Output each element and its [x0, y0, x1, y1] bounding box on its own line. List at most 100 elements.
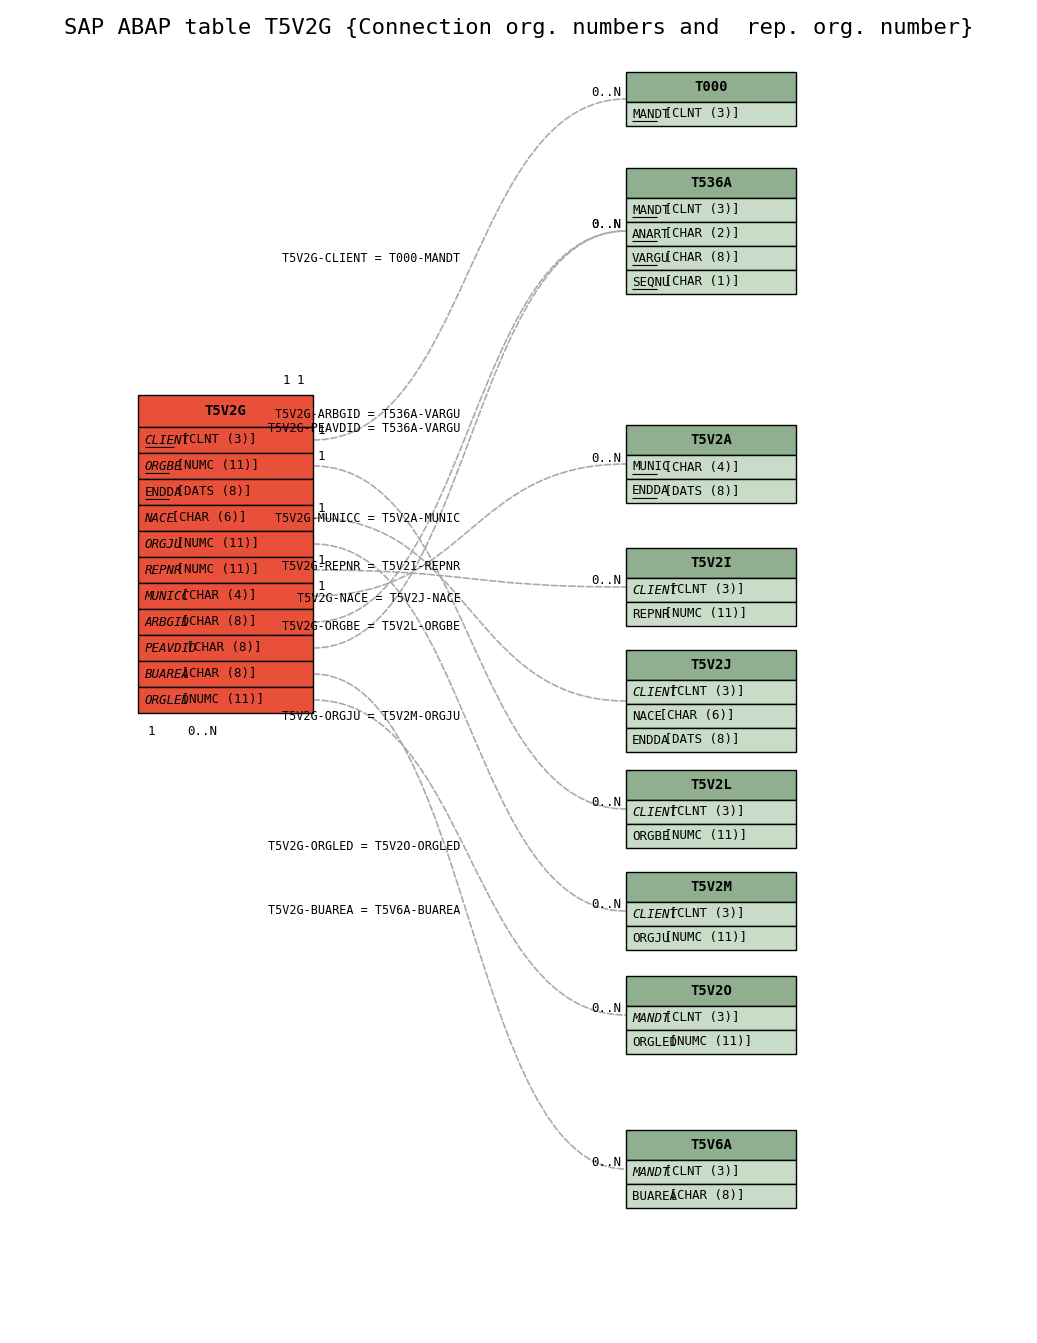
- Text: [NUMC (11)]: [NUMC (11)]: [174, 693, 264, 706]
- Bar: [138, 427, 313, 453]
- Text: T5V2I: T5V2I: [691, 556, 732, 569]
- FancyArrowPatch shape: [313, 518, 625, 701]
- Text: T5V2G: T5V2G: [205, 404, 247, 418]
- Text: T5V2G-ARBGID = T536A-VARGU: T5V2G-ARBGID = T536A-VARGU: [276, 408, 460, 422]
- Bar: [625, 602, 796, 626]
- Bar: [138, 505, 313, 530]
- Text: [CHAR (8)]: [CHAR (8)]: [179, 642, 261, 654]
- Bar: [625, 976, 796, 1006]
- Text: REPNR: REPNR: [144, 564, 183, 576]
- Text: 0..N: 0..N: [592, 796, 622, 810]
- Bar: [625, 197, 796, 222]
- Bar: [625, 728, 796, 752]
- Text: ORGLED: ORGLED: [144, 693, 190, 706]
- FancyArrowPatch shape: [313, 99, 625, 441]
- Text: T5V2G-PEAVDID = T536A-VARGU: T5V2G-PEAVDID = T536A-VARGU: [269, 422, 460, 435]
- Bar: [625, 102, 796, 126]
- Text: ANART: ANART: [633, 227, 670, 240]
- Text: BUAREA: BUAREA: [144, 667, 190, 681]
- Text: [DATS (8)]: [DATS (8)]: [656, 485, 739, 497]
- Bar: [625, 927, 796, 950]
- Text: T5V2O: T5V2O: [691, 984, 732, 998]
- Bar: [625, 650, 796, 680]
- Text: NACE: NACE: [144, 512, 174, 525]
- Bar: [625, 825, 796, 847]
- Text: ORGJU: ORGJU: [633, 932, 670, 944]
- Text: ORGBE: ORGBE: [633, 830, 670, 842]
- Text: T5V2A: T5V2A: [691, 432, 732, 447]
- Text: 1: 1: [297, 373, 304, 387]
- Text: 0..N: 0..N: [592, 219, 622, 231]
- Text: [CHAR (8)]: [CHAR (8)]: [174, 615, 256, 629]
- FancyArrowPatch shape: [313, 466, 625, 808]
- Text: [NUMC (11)]: [NUMC (11)]: [169, 459, 259, 473]
- Text: T5V2M: T5V2M: [691, 880, 732, 894]
- Bar: [625, 73, 796, 102]
- Text: CLIENT: CLIENT: [144, 434, 190, 446]
- Bar: [625, 479, 796, 504]
- Text: T5V2L: T5V2L: [691, 778, 732, 792]
- Text: [CHAR (6)]: [CHAR (6)]: [164, 512, 247, 525]
- Text: 0..N: 0..N: [592, 219, 622, 231]
- Text: [CLNT (3)]: [CLNT (3)]: [174, 434, 256, 446]
- Bar: [625, 704, 796, 728]
- Text: T536A: T536A: [691, 176, 732, 189]
- Text: CLIENT: CLIENT: [633, 908, 677, 920]
- Bar: [625, 1006, 796, 1030]
- Text: MANDT: MANDT: [633, 1166, 670, 1179]
- Text: NACE: NACE: [633, 709, 662, 723]
- Text: ENDDA: ENDDA: [633, 733, 670, 747]
- Text: ORGBE: ORGBE: [144, 459, 183, 473]
- Bar: [625, 1185, 796, 1207]
- Text: 1: 1: [317, 580, 326, 594]
- Text: [CLNT (3)]: [CLNT (3)]: [656, 1011, 739, 1025]
- Text: ORGLED: ORGLED: [633, 1035, 677, 1049]
- Bar: [625, 872, 796, 902]
- Text: 0..N: 0..N: [592, 1002, 622, 1015]
- FancyArrowPatch shape: [313, 544, 625, 911]
- Bar: [138, 583, 313, 608]
- Text: REPNR: REPNR: [633, 607, 670, 620]
- Text: [CLNT (3)]: [CLNT (3)]: [656, 107, 739, 121]
- Bar: [625, 902, 796, 927]
- Text: 0..N: 0..N: [592, 575, 622, 587]
- Text: [NUMC (11)]: [NUMC (11)]: [169, 537, 259, 551]
- Text: [NUMC (11)]: [NUMC (11)]: [656, 932, 747, 944]
- FancyArrowPatch shape: [313, 569, 625, 587]
- Bar: [625, 424, 796, 455]
- Bar: [625, 770, 796, 800]
- Bar: [138, 608, 313, 635]
- Text: 0..N: 0..N: [592, 86, 622, 99]
- Text: [NUMC (11)]: [NUMC (11)]: [656, 830, 747, 842]
- Text: [CHAR (8)]: [CHAR (8)]: [656, 251, 739, 265]
- Text: T5V2G-BUAREA = T5V6A-BUAREA: T5V2G-BUAREA = T5V6A-BUAREA: [269, 904, 460, 916]
- Text: [NUMC (11)]: [NUMC (11)]: [169, 564, 259, 576]
- Text: CLIENT: CLIENT: [633, 583, 677, 596]
- Bar: [138, 479, 313, 505]
- Text: MANDT: MANDT: [633, 204, 670, 216]
- Text: 0..N: 0..N: [592, 1156, 622, 1170]
- Text: [CLNT (3)]: [CLNT (3)]: [662, 806, 745, 818]
- Text: 1: 1: [317, 424, 326, 438]
- Text: ENDDA: ENDDA: [144, 486, 183, 498]
- Text: PEAVDID: PEAVDID: [144, 642, 197, 654]
- Bar: [625, 800, 796, 825]
- Text: [DATS (8)]: [DATS (8)]: [656, 733, 739, 747]
- Text: [CHAR (1)]: [CHAR (1)]: [656, 275, 739, 289]
- Bar: [138, 453, 313, 479]
- Text: T5V2G-ORGLED = T5V2O-ORGLED: T5V2G-ORGLED = T5V2O-ORGLED: [269, 839, 460, 853]
- Text: VARGU: VARGU: [633, 251, 670, 265]
- Text: T5V2J: T5V2J: [691, 658, 732, 672]
- Text: T5V6A: T5V6A: [691, 1138, 732, 1152]
- Bar: [138, 635, 313, 661]
- Text: T5V2G-MUNICC = T5V2A-MUNIC: T5V2G-MUNICC = T5V2A-MUNIC: [276, 512, 460, 525]
- Text: MUNICC: MUNICC: [144, 590, 190, 603]
- FancyArrowPatch shape: [313, 463, 625, 596]
- Text: 1: 1: [147, 725, 155, 739]
- Bar: [625, 548, 796, 577]
- Bar: [625, 455, 796, 479]
- Text: 1: 1: [283, 373, 290, 387]
- Text: [CLNT (3)]: [CLNT (3)]: [656, 204, 739, 216]
- Text: T5V2G-ORGBE = T5V2L-ORGBE: T5V2G-ORGBE = T5V2L-ORGBE: [282, 619, 460, 633]
- Text: MUNIC: MUNIC: [633, 461, 670, 474]
